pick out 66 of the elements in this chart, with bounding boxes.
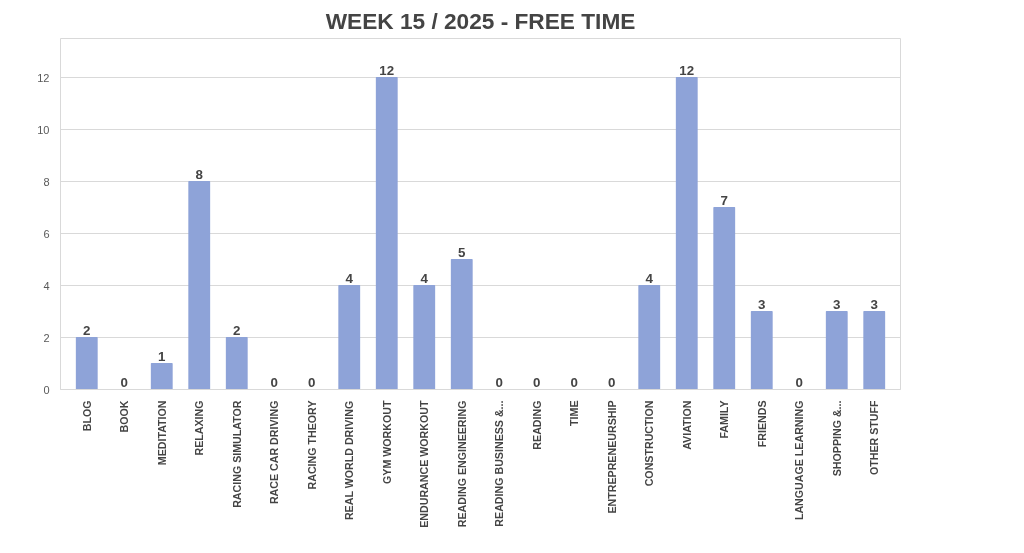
x-tick-label: RELAXING bbox=[193, 400, 206, 456]
x-tick-label: BLOG bbox=[80, 400, 93, 432]
data-label: 12 bbox=[379, 62, 395, 78]
y-tick-label: 12 bbox=[37, 71, 50, 84]
data-label: 0 bbox=[495, 374, 503, 390]
x-tick-label: GYM WORKOUT bbox=[380, 400, 393, 484]
x-tick-label: ENTREPRENEURSHIP bbox=[605, 400, 618, 514]
x-tick-label: READING bbox=[530, 400, 543, 450]
x-tick-label: REAL WORLD DRIVING bbox=[343, 400, 356, 521]
bar bbox=[75, 336, 98, 390]
bar bbox=[338, 284, 361, 390]
data-label: 0 bbox=[570, 374, 578, 390]
data-label: 2 bbox=[83, 322, 91, 338]
bar bbox=[188, 180, 211, 390]
x-tick-label: CONSTRUCTION bbox=[643, 400, 656, 487]
bar bbox=[675, 76, 698, 390]
data-label: 4 bbox=[645, 270, 654, 286]
y-tick-label: 4 bbox=[43, 279, 50, 292]
x-tick-label: FRIENDS bbox=[755, 400, 768, 448]
bar bbox=[450, 258, 473, 390]
bar bbox=[150, 362, 173, 390]
data-label: 2 bbox=[233, 322, 241, 338]
x-tick-label: FAMILY bbox=[718, 400, 731, 439]
data-label: 4 bbox=[420, 270, 429, 286]
y-tick-label: 8 bbox=[43, 175, 50, 188]
x-tick-label: TIME bbox=[568, 400, 581, 426]
x-tick-label: READING BUSINESS &... bbox=[493, 400, 506, 527]
data-label: 4 bbox=[345, 270, 354, 286]
bar bbox=[825, 310, 848, 390]
data-label: 0 bbox=[533, 374, 541, 390]
y-tick-label: 2 bbox=[43, 331, 50, 344]
x-tick-label: AVIATION bbox=[680, 400, 693, 450]
x-tick-label: RACE CAR DRIVING bbox=[268, 400, 281, 505]
chart-title: WEEK 15 / 2025 - FREE TIME bbox=[325, 7, 636, 34]
bar bbox=[375, 76, 398, 390]
data-label: 8 bbox=[195, 166, 203, 182]
x-tick-label: LANGUAGE LEARNING bbox=[793, 400, 806, 521]
data-label: 0 bbox=[308, 374, 316, 390]
data-label: 12 bbox=[679, 62, 695, 78]
data-label: 0 bbox=[608, 374, 616, 390]
bar bbox=[863, 310, 886, 390]
x-tick-label: MEDITATION bbox=[155, 400, 168, 466]
y-tick-label: 10 bbox=[37, 123, 50, 136]
x-tick-label: BOOK bbox=[118, 400, 131, 433]
bar bbox=[413, 284, 436, 390]
bar bbox=[713, 206, 736, 390]
x-tick-label: READING ENGINEERING bbox=[455, 400, 468, 528]
data-label: 1 bbox=[158, 348, 167, 364]
x-tick-label: RACING SIMULATOR bbox=[230, 400, 243, 508]
data-label: 5 bbox=[458, 244, 467, 260]
x-tick-label: RACING THEORY bbox=[305, 400, 318, 490]
data-label: 0 bbox=[270, 374, 278, 390]
x-tick-label: OTHER STUFF bbox=[868, 400, 881, 476]
y-tick-label: 6 bbox=[43, 227, 50, 240]
y-tick-label: 0 bbox=[43, 383, 50, 396]
bar bbox=[225, 336, 248, 390]
bar bbox=[638, 284, 661, 390]
x-tick-label: SHOPPING &... bbox=[830, 400, 843, 477]
data-label: 3 bbox=[833, 296, 841, 312]
data-label: 0 bbox=[795, 374, 803, 390]
data-label: 0 bbox=[120, 374, 128, 390]
data-label: 3 bbox=[758, 296, 766, 312]
data-label: 7 bbox=[720, 192, 728, 208]
bar bbox=[750, 310, 773, 390]
x-tick-label: ENDURANCE WORKOUT bbox=[418, 400, 431, 528]
data-label: 3 bbox=[870, 296, 878, 312]
